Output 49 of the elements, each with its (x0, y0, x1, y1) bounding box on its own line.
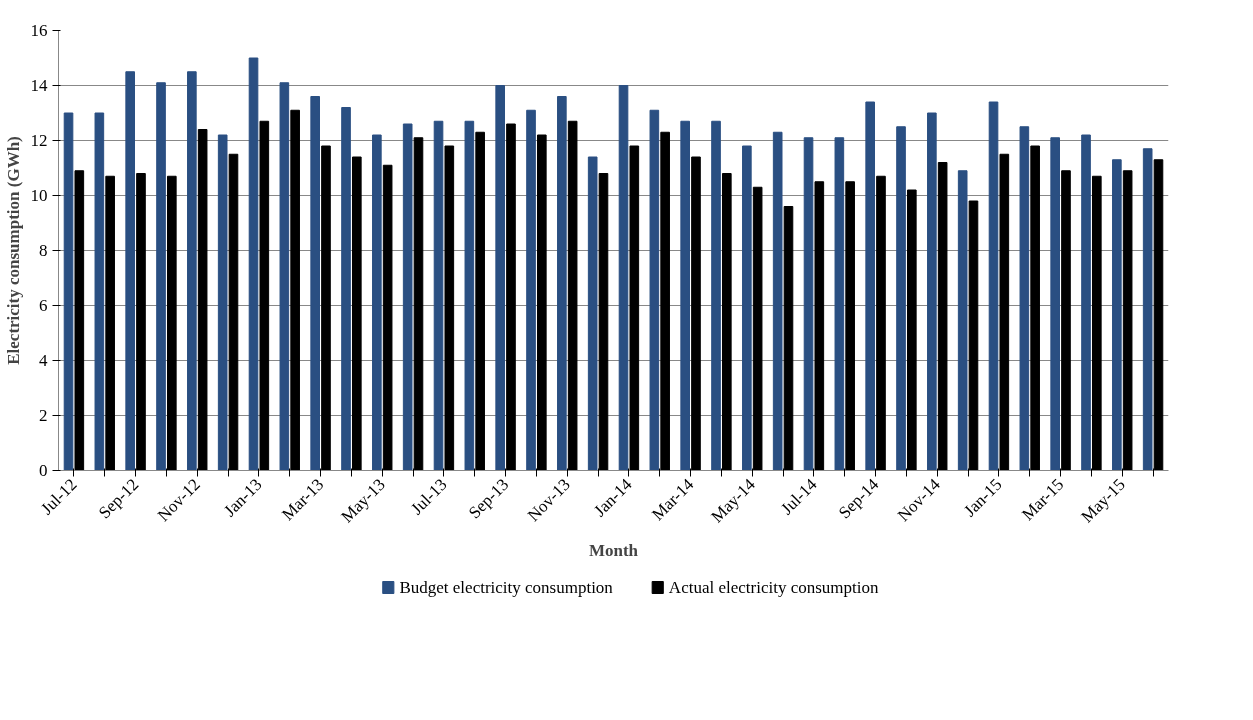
bar (834, 137, 845, 471)
bar (63, 112, 74, 471)
bar (557, 96, 567, 471)
legend-label: Budget electricity consumption (399, 578, 614, 597)
bar (618, 85, 629, 471)
bar (402, 123, 413, 471)
bar (1050, 137, 1060, 471)
bar (803, 137, 814, 471)
bar (279, 82, 290, 471)
bar (896, 126, 906, 471)
y-tick-label: 2 (39, 406, 48, 425)
bar (1019, 126, 1030, 471)
bar (341, 107, 351, 471)
bar (680, 120, 690, 471)
bar (772, 131, 783, 471)
bar (464, 120, 475, 471)
x-axis-title: Month (588, 540, 639, 560)
bar (526, 109, 536, 471)
bar (495, 85, 505, 471)
bar (125, 71, 135, 471)
bar (1081, 134, 1091, 471)
bar (587, 156, 598, 471)
y-axis-title: Electricity consumption (GWh) (3, 136, 23, 365)
y-tick-label: 6 (39, 296, 48, 315)
bar (711, 120, 721, 471)
bar (248, 57, 259, 471)
legend-label: Actual electricity consumption (668, 578, 879, 597)
bar (649, 109, 660, 471)
y-tick-label: 12 (30, 131, 48, 150)
y-tick-label: 10 (30, 186, 48, 205)
bar (742, 145, 752, 471)
y-tick-label: 4 (39, 351, 48, 370)
bar (865, 101, 875, 471)
y-tick-label: 14 (30, 76, 48, 95)
bar (1142, 148, 1153, 471)
bar (927, 112, 937, 471)
y-tick-label: 0 (39, 461, 48, 480)
y-tick-label: 16 (30, 21, 48, 40)
bar (187, 71, 197, 471)
bar (1112, 159, 1122, 471)
bar (372, 134, 382, 471)
y-tick-label: 8 (39, 241, 48, 260)
bar (94, 112, 105, 471)
bar (310, 96, 320, 471)
bar (988, 101, 999, 471)
bar (433, 120, 444, 471)
bar (217, 134, 228, 471)
bar (156, 82, 166, 471)
bar (957, 170, 968, 471)
